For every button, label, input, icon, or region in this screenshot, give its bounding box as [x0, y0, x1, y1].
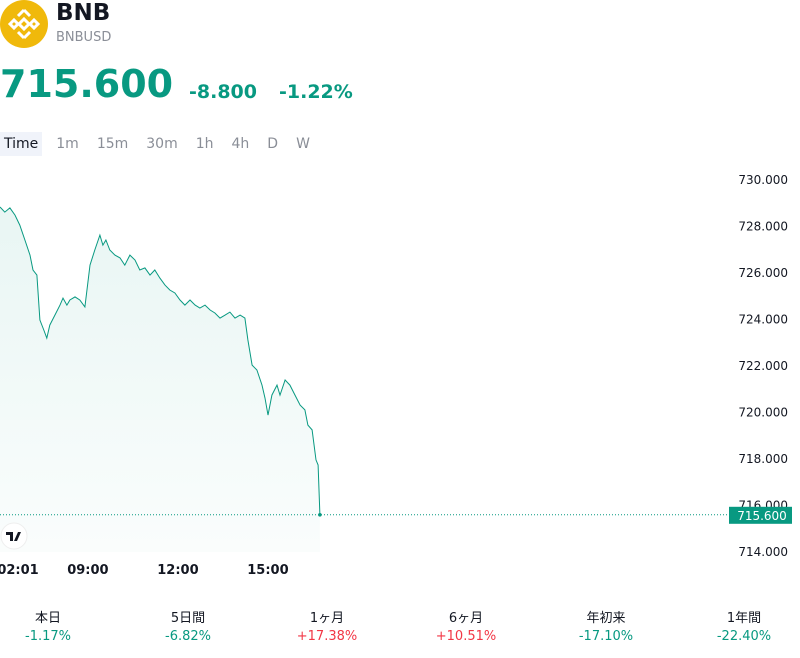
symbol-title: BNB — [56, 0, 111, 26]
performance-label: 1ヶ月 — [309, 611, 345, 626]
y-tick-label: 714.000 — [738, 545, 788, 559]
last-price-label: 715.600 — [737, 509, 787, 523]
interval-tab[interactable]: 1m — [56, 136, 79, 152]
y-tick-label: 730.000 — [738, 173, 788, 187]
performance-value: -22.40% — [716, 629, 772, 644]
performance-item: 6ヶ月 +10.51% — [406, 610, 526, 646]
last-price-box — [729, 506, 792, 524]
y-tick-label: 718.000 — [738, 452, 788, 466]
price: 715.600 — [0, 62, 174, 106]
interval-tab[interactable]: 4h — [231, 136, 250, 152]
interval-tab[interactable]: 15m — [96, 136, 129, 152]
y-tick-label: 724.000 — [738, 313, 788, 327]
interval-tab[interactable]: W — [296, 136, 310, 152]
interval-tab[interactable]: Time — [0, 132, 43, 156]
x-tick-label: 09:00 — [67, 563, 108, 578]
performance-label: 5日間 — [170, 611, 206, 626]
y-tick-label: 722.000 — [738, 359, 788, 373]
line — [0, 206, 321, 515]
interval-tab[interactable]: D — [267, 136, 279, 152]
tv-logo — [6, 532, 21, 541]
performance-item: 年初来 -17.10% — [546, 610, 666, 646]
y-tick-label: 720.000 — [738, 406, 788, 420]
performance-value: +17.38% — [296, 629, 358, 644]
performance-label: 6ヶ月 — [448, 611, 484, 626]
performance-label: 1年間 — [726, 611, 762, 626]
performance-value: -17.10% — [578, 629, 634, 644]
y-tick-label: 726.000 — [738, 266, 788, 280]
y-tick-label: 728.000 — [738, 220, 788, 234]
chart: 714.000716.000718.000720.000722.000724.0… — [0, 173, 792, 578]
interval-tab[interactable]: 1h — [195, 136, 214, 152]
area — [0, 207, 320, 552]
performance-label: 本日 — [34, 611, 61, 626]
symbol-subtitle: BNBUSD — [56, 30, 112, 45]
performance-item: 本日 -1.17% — [0, 610, 108, 646]
interval-tab[interactable]: 30m — [146, 136, 178, 152]
performance-value: -6.82% — [165, 629, 211, 644]
last-point — [318, 513, 322, 517]
performance-item: 1年間 -22.40% — [684, 610, 800, 646]
x-tick-label: 15:00 — [247, 563, 288, 578]
price-change: -8.800 — [189, 81, 257, 103]
performance-item: 1ヶ月 +17.38% — [267, 610, 387, 646]
performance-item: 5日間 -6.82% — [128, 610, 248, 646]
performance-value: +10.51% — [435, 629, 497, 644]
x-tick-label: 02:01 — [0, 563, 39, 578]
logo — [0, 0, 48, 48]
performance-label: 年初来 — [586, 611, 626, 626]
x-tick-label: 12:00 — [157, 563, 198, 578]
performance: 本日 -1.17% 5日間 -6.82% 1ヶ月 +17.38% 6ヶ月 +10.51% 年初来… — [0, 610, 800, 650]
interval-tabs: Time 1m 15m 30m 1h 4h D W — [0, 132, 324, 156]
tv-badge — [0, 522, 28, 550]
price-change-pct: -1.22% — [279, 81, 353, 103]
performance-value: -1.17% — [25, 629, 71, 644]
